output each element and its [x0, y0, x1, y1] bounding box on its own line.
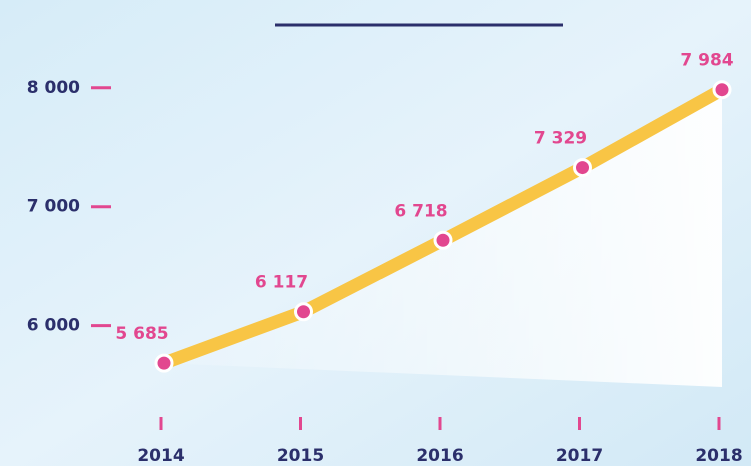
value-label: 5 685 — [115, 324, 168, 344]
value-label: 7 329 — [534, 129, 587, 149]
y-tick-label: 6 000 — [27, 316, 80, 336]
x-tick-label: 2016 — [416, 446, 463, 466]
point — [714, 82, 730, 98]
point — [156, 355, 172, 371]
y-tick-label: 8 000 — [27, 78, 80, 98]
x-tick-label: 2014 — [137, 446, 184, 466]
value-label: 7 984 — [680, 51, 733, 71]
point — [575, 160, 591, 176]
point — [435, 232, 451, 248]
y-tick-label: 7 000 — [27, 197, 80, 217]
x-tick-label: 2017 — [556, 446, 603, 466]
x-tick-label: 2015 — [277, 446, 324, 466]
value-label: 6 117 — [255, 273, 308, 293]
x-tick-label: 2018 — [695, 446, 742, 466]
page: {"chart_data": {"type": "line", "categor… — [0, 0, 751, 466]
value-label: 6 718 — [394, 201, 447, 221]
point — [296, 304, 312, 320]
chart: 6 000 7 000 8 000 2014 2015 2016 2017 2018 5 685… — [0, 0, 751, 466]
